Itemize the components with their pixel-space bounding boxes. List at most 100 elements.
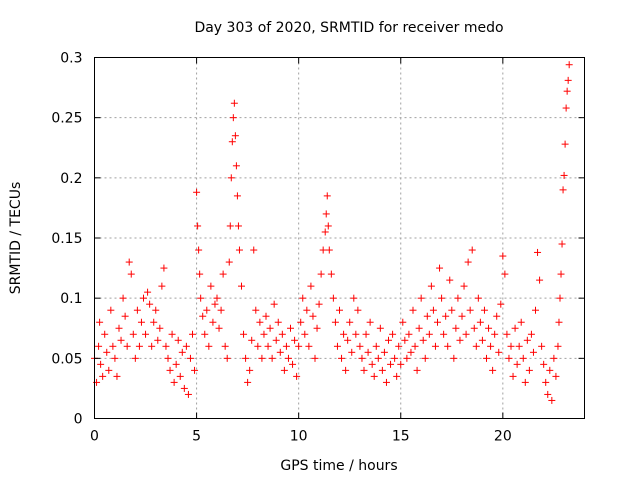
data-point	[101, 330, 109, 338]
x-tick-label: 0	[90, 429, 99, 445]
data-point	[329, 294, 337, 302]
data-point	[182, 342, 190, 350]
data-point	[272, 336, 280, 344]
data-point	[513, 360, 521, 368]
data-point	[193, 188, 201, 196]
data-point	[354, 306, 362, 314]
data-point	[564, 76, 572, 84]
data-point	[207, 282, 215, 290]
data-point	[472, 342, 480, 350]
data-point	[322, 210, 330, 218]
data-point	[234, 222, 242, 230]
data-point	[436, 264, 444, 272]
data-point	[295, 342, 303, 350]
data-point	[301, 330, 309, 338]
data-point	[356, 342, 364, 350]
data-point	[393, 372, 401, 380]
data-point	[160, 264, 168, 272]
data-point	[456, 336, 464, 344]
data-point	[483, 354, 490, 362]
data-point	[434, 318, 441, 326]
data-point	[111, 354, 119, 362]
data-point	[194, 222, 202, 230]
data-point	[315, 300, 323, 308]
data-point	[129, 330, 137, 338]
data-point	[517, 318, 525, 326]
data-point	[287, 324, 294, 332]
data-point	[152, 306, 160, 314]
data-point	[405, 330, 413, 338]
data-point	[123, 342, 131, 350]
data-point	[254, 342, 262, 350]
data-point	[178, 348, 186, 356]
data-point	[225, 258, 233, 266]
data-point	[232, 162, 240, 170]
data-point	[331, 318, 339, 326]
data-point	[219, 270, 227, 278]
data-point	[244, 378, 252, 386]
data-point	[264, 342, 272, 350]
data-point	[515, 342, 523, 350]
data-point	[313, 324, 321, 332]
data-point	[270, 300, 278, 308]
data-point	[538, 342, 546, 350]
data-point	[268, 354, 276, 362]
data-point	[176, 372, 184, 380]
data-point	[150, 318, 158, 326]
data-point	[95, 342, 103, 350]
data-point	[399, 318, 407, 326]
data-point	[444, 342, 452, 350]
y-tick-label: 0.1	[60, 291, 82, 307]
data-point	[336, 306, 343, 314]
y-axis: 0 0.05 0.1 0.15 0.2 0.25 0.3	[51, 51, 585, 428]
data-point	[278, 330, 286, 338]
data-point	[431, 342, 439, 350]
data-point	[438, 294, 446, 302]
data-point	[297, 318, 305, 326]
data-point	[525, 366, 533, 374]
data-point	[227, 174, 235, 182]
data-point	[284, 354, 292, 362]
data-point	[557, 270, 565, 278]
x-tick-label: 15	[392, 429, 410, 445]
data-point	[442, 312, 450, 320]
data-point	[478, 336, 486, 344]
data-point	[370, 372, 378, 380]
chart-title: Day 303 of 2020, SRMTID for receiver med…	[194, 20, 503, 36]
data-point	[115, 324, 123, 332]
data-point	[397, 360, 405, 368]
y-tick-label: 0.05	[51, 351, 82, 367]
data-point	[276, 348, 284, 356]
data-point	[411, 342, 419, 350]
data-point	[107, 306, 115, 314]
data-point	[415, 324, 423, 332]
data-point	[96, 318, 104, 326]
data-point	[140, 294, 147, 302]
data-point	[260, 330, 268, 338]
data-point	[121, 312, 129, 320]
data-point	[555, 318, 563, 326]
data-point	[368, 360, 376, 368]
x-tick-label: 10	[290, 429, 308, 445]
data-point	[333, 342, 341, 350]
data-point	[235, 246, 243, 254]
y-tick-label: 0.15	[51, 231, 82, 247]
data-point	[246, 366, 254, 374]
y-tick-label: 0.2	[60, 171, 82, 187]
data-point	[385, 336, 392, 344]
data-point	[487, 342, 495, 350]
data-point	[366, 318, 374, 326]
x-tick-label: 20	[494, 429, 512, 445]
data-point	[446, 276, 454, 284]
data-point	[133, 306, 141, 314]
data-point	[382, 378, 390, 386]
data-point	[350, 294, 358, 302]
data-point	[409, 306, 417, 314]
data-point	[563, 87, 571, 95]
data-point	[391, 354, 399, 362]
data-point	[376, 324, 384, 332]
data-point	[195, 246, 203, 254]
data-point	[172, 360, 180, 368]
data-point	[480, 306, 488, 314]
data-point	[559, 186, 567, 194]
